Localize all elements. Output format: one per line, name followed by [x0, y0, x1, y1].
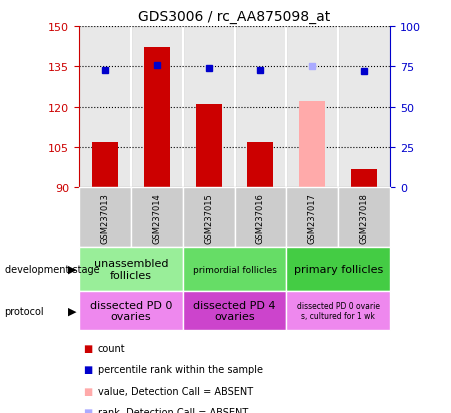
Text: protocol: protocol	[5, 306, 44, 316]
Text: ▶: ▶	[68, 306, 76, 316]
Text: primary follicles: primary follicles	[294, 264, 383, 275]
Text: ■: ■	[83, 407, 93, 413]
Text: dissected PD 4
ovaries: dissected PD 4 ovaries	[193, 300, 276, 322]
Bar	[144, 48, 170, 188]
Bar	[299, 102, 325, 188]
Text: GSM237017: GSM237017	[308, 192, 317, 243]
Text: primordial follicles: primordial follicles	[193, 265, 276, 274]
Bar	[248, 142, 273, 188]
Title: GDS3006 / rc_AA875098_at: GDS3006 / rc_AA875098_at	[138, 10, 331, 24]
Text: dissected PD 0 ovarie
s, cultured for 1 wk: dissected PD 0 ovarie s, cultured for 1 …	[297, 301, 380, 320]
Text: count: count	[98, 343, 125, 353]
Text: GSM237015: GSM237015	[204, 192, 213, 243]
Bar	[92, 142, 118, 188]
Bar	[351, 169, 377, 188]
Text: dissected PD 0
ovaries: dissected PD 0 ovaries	[90, 300, 172, 322]
Text: GSM237014: GSM237014	[152, 192, 161, 243]
Text: rank, Detection Call = ABSENT: rank, Detection Call = ABSENT	[98, 407, 248, 413]
Bar	[235, 27, 286, 188]
Text: GSM237016: GSM237016	[256, 192, 265, 243]
Text: ▶: ▶	[68, 264, 76, 275]
Text: GSM237013: GSM237013	[101, 192, 109, 243]
Bar	[131, 27, 183, 188]
Bar	[338, 27, 390, 188]
Bar	[286, 27, 338, 188]
Text: value, Detection Call = ABSENT: value, Detection Call = ABSENT	[98, 386, 253, 396]
Text: unassembled
follicles: unassembled follicles	[93, 259, 168, 280]
Text: ■: ■	[83, 386, 93, 396]
Text: development stage: development stage	[5, 264, 99, 275]
Text: percentile rank within the sample: percentile rank within the sample	[98, 364, 263, 374]
Text: GSM237018: GSM237018	[360, 192, 368, 243]
Bar	[196, 104, 221, 188]
Text: ■: ■	[83, 343, 93, 353]
Bar	[79, 27, 131, 188]
Bar	[183, 27, 235, 188]
Text: ■: ■	[83, 364, 93, 374]
